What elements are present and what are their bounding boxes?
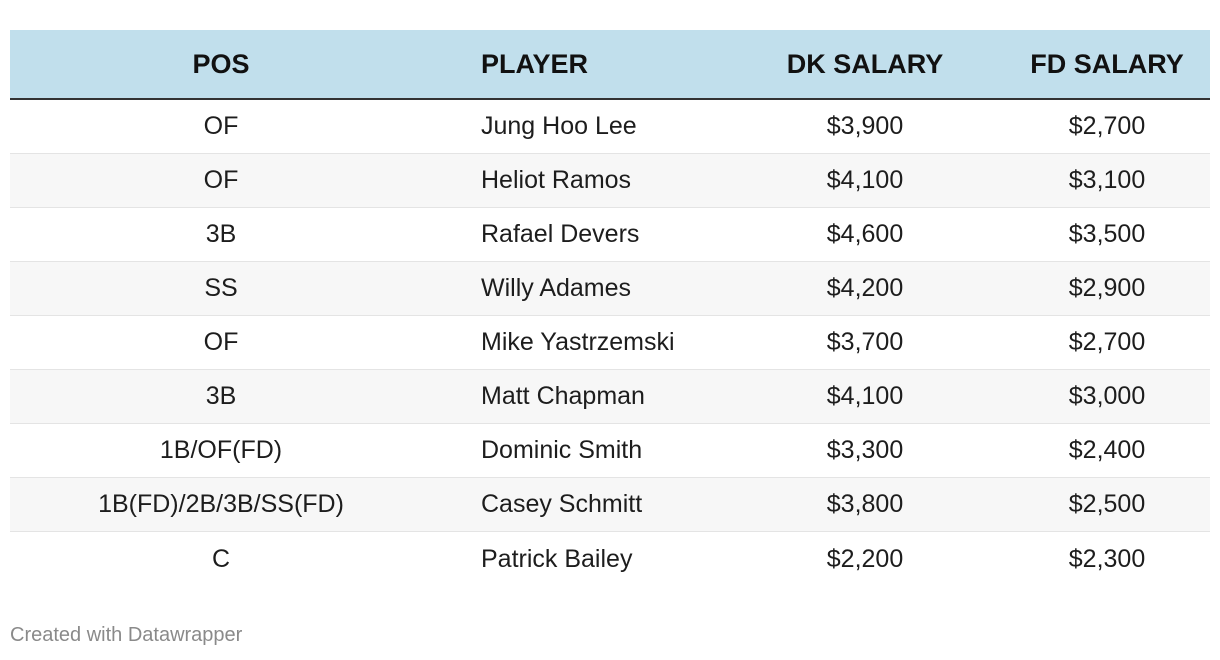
- datawrapper-credit[interactable]: Created with Datawrapper: [10, 624, 243, 646]
- cell-player: Matt Chapman: [481, 382, 645, 410]
- cell-pos: 3B: [205, 382, 237, 410]
- table-row: C Patrick Bailey $2,200 $2,300: [10, 532, 1210, 586]
- cell-pos: OF: [203, 328, 239, 356]
- cell-fd-salary: $3,000: [1068, 382, 1146, 410]
- cell-fd-salary: $2,700: [1068, 328, 1146, 356]
- cell-pos: 3B: [205, 220, 237, 248]
- cell-fd-salary: $3,500: [1068, 220, 1146, 248]
- cell-pos: 1B/OF(FD): [159, 436, 283, 464]
- table-row: 1B/OF(FD) Dominic Smith $3,300 $2,400: [10, 424, 1210, 478]
- cell-dk-salary: $2,200: [826, 544, 904, 573]
- cell-player: Willy Adames: [481, 274, 632, 302]
- table-row: 3B Matt Chapman $4,100 $3,000: [10, 370, 1210, 424]
- cell-pos: SS: [204, 274, 238, 302]
- cell-pos: OF: [203, 112, 239, 140]
- cell-dk-salary: $4,200: [826, 274, 904, 302]
- cell-dk-salary: $4,100: [826, 166, 904, 194]
- header-player[interactable]: PLAYER: [481, 48, 589, 79]
- cell-fd-salary: $2,400: [1068, 436, 1146, 464]
- header-pos[interactable]: POS: [192, 48, 250, 79]
- header-fd-salary[interactable]: FD SALARY: [1030, 48, 1184, 79]
- cell-fd-salary: $2,300: [1068, 544, 1146, 573]
- cell-pos: OF: [203, 166, 239, 194]
- cell-dk-salary: $4,600: [826, 220, 904, 248]
- cell-fd-salary: $2,700: [1068, 112, 1146, 140]
- cell-pos: C: [211, 544, 231, 573]
- table-row: OF Jung Hoo Lee $3,900 $2,700: [10, 100, 1210, 154]
- cell-player: Jung Hoo Lee: [481, 112, 637, 140]
- cell-player: Mike Yastrzemski: [481, 328, 675, 356]
- cell-player: Rafael Devers: [481, 220, 640, 248]
- cell-dk-salary: $4,100: [826, 382, 904, 410]
- cell-dk-salary: $3,300: [826, 436, 904, 464]
- cell-fd-salary: $2,500: [1068, 490, 1146, 518]
- cell-pos: 1B(FD)/2B/3B/SS(FD): [98, 490, 344, 518]
- table-row: OF Mike Yastrzemski $3,700 $2,700: [10, 316, 1210, 370]
- table-row: 3B Rafael Devers $4,600 $3,500: [10, 208, 1210, 262]
- salary-table: POS PLAYER DK SALARY FD SALARY OF Jung Ho…: [10, 30, 1210, 586]
- cell-fd-salary: $3,100: [1068, 166, 1146, 194]
- cell-player: Patrick Bailey: [481, 544, 633, 573]
- table-row: 1B(FD)/2B/3B/SS(FD) Casey Schmitt $3,800 $2…: [10, 478, 1210, 532]
- cell-fd-salary: $2,900: [1068, 274, 1146, 302]
- header-dk-salary[interactable]: DK SALARY: [786, 48, 944, 79]
- cell-player: Dominic Smith: [481, 436, 643, 464]
- cell-player: Heliot Ramos: [481, 166, 632, 194]
- cell-dk-salary: $3,700: [826, 328, 904, 356]
- cell-player: Casey Schmitt: [481, 490, 643, 518]
- cell-dk-salary: $3,800: [826, 490, 904, 518]
- table-row: OF Heliot Ramos $4,100 $3,100: [10, 154, 1210, 208]
- table-row: SS Willy Adames $4,200 $2,900: [10, 262, 1210, 316]
- table-header: POS PLAYER DK SALARY FD SALARY: [10, 30, 1210, 100]
- cell-dk-salary: $3,900: [826, 112, 904, 140]
